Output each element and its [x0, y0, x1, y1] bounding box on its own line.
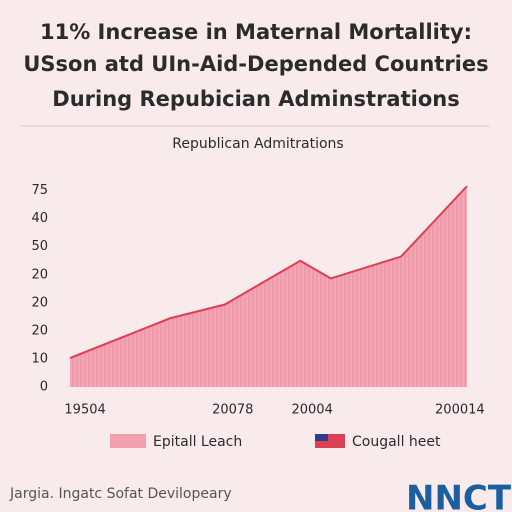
- legend-label: Cougall heet: [352, 434, 441, 450]
- area: [70, 186, 467, 387]
- x-tick-label: 200014: [435, 403, 485, 418]
- title-line: During Repubician Adminstrations: [52, 87, 459, 111]
- line: [69, 185, 468, 360]
- y-tick-label: 20: [31, 295, 48, 310]
- title-line: USson atd UIn-Aid-Depended Countries: [23, 52, 488, 76]
- legend-swatch: [110, 434, 146, 448]
- logo: NNCT: [406, 479, 512, 512]
- y-tick-label: 20: [31, 267, 48, 282]
- y-tick-label: 75: [31, 183, 48, 198]
- title-line: 11% Increase in Maternal Mortallity:: [40, 20, 472, 44]
- y-tick-label: 20: [31, 323, 48, 338]
- x-tick-label: 19504: [64, 403, 105, 418]
- x-tick-label: 20004: [291, 403, 332, 418]
- y-tick-label: 10: [31, 351, 48, 366]
- y-tick-label: 0: [40, 380, 48, 395]
- footer: Jargia. Ingatc Sofat Devilopeary: [9, 486, 232, 502]
- legend-flag: [315, 434, 328, 441]
- y-tick-label: 40: [31, 211, 48, 226]
- subtitle: Republican Admitrations: [172, 136, 343, 152]
- y-tick-label: 50: [31, 239, 48, 254]
- legend-label: Epitall Leach: [153, 434, 242, 450]
- x-tick-label: 20078: [212, 403, 253, 418]
